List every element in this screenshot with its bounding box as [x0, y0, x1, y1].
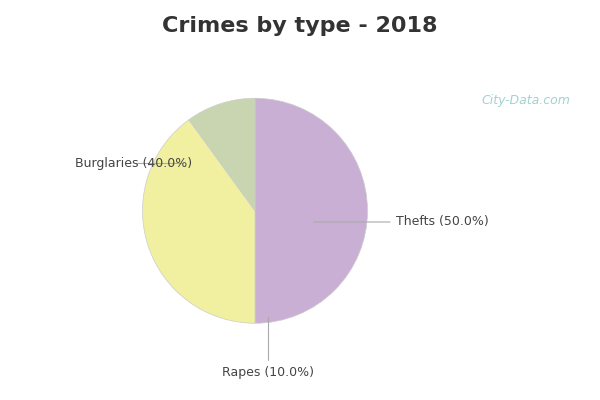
- Text: Rapes (10.0%): Rapes (10.0%): [223, 317, 314, 379]
- Wedge shape: [255, 98, 367, 323]
- Wedge shape: [143, 120, 255, 323]
- Text: City-Data.com: City-Data.com: [481, 94, 570, 107]
- Wedge shape: [189, 98, 255, 211]
- Text: Thefts (50.0%): Thefts (50.0%): [314, 216, 488, 228]
- Text: Burglaries (40.0%): Burglaries (40.0%): [75, 157, 192, 170]
- Text: Crimes by type - 2018: Crimes by type - 2018: [162, 16, 438, 36]
